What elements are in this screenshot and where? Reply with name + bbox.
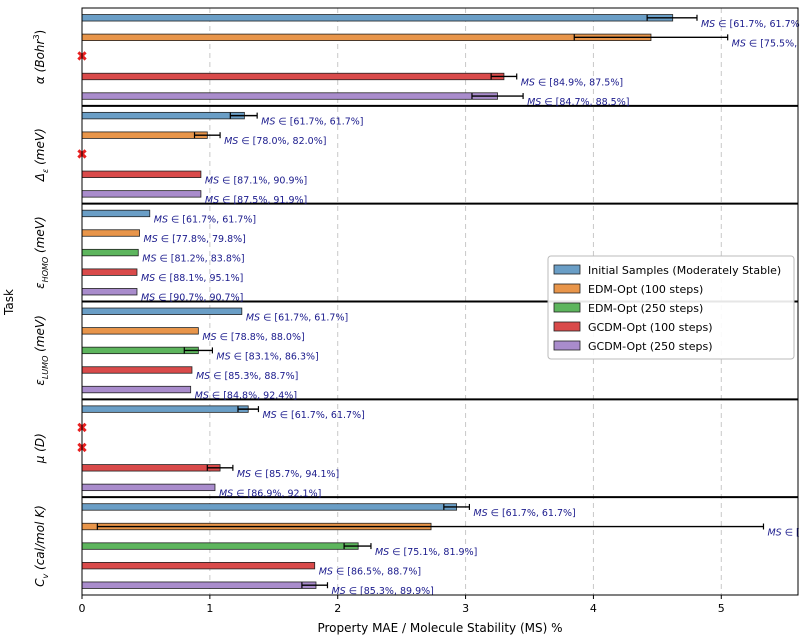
x-tick-label: 2 bbox=[334, 602, 341, 615]
ms-annotation: MS ∈ [78.8%, 88.0%] bbox=[202, 332, 304, 343]
x-axis-ticks: 0 1 2 3 4 5 bbox=[79, 595, 725, 615]
x-tick-label: 3 bbox=[462, 602, 469, 615]
ms-annotation: MS ∈ [75.5%, 79.7%] bbox=[732, 38, 800, 49]
bar bbox=[81, 14, 674, 22]
bar bbox=[81, 248, 139, 257]
ms-annotation: MS ∈ [61.7%, 61.7%] bbox=[701, 19, 800, 30]
x-tick-label: 0 bbox=[79, 602, 86, 615]
ms-annotation: MS ∈ [86.5%, 88.7%] bbox=[319, 567, 421, 578]
bar bbox=[81, 366, 193, 374]
bar bbox=[81, 33, 652, 41]
y-axis-label: Task bbox=[2, 289, 16, 316]
legend-swatch bbox=[553, 283, 581, 294]
bar bbox=[81, 190, 202, 198]
ms-annotation: MS ∈ [87.5%, 91.9%] bbox=[205, 195, 307, 206]
legend-entry: EDM-Opt (100 steps) bbox=[588, 283, 703, 296]
task-labels: α (Bohr3) Δε (meV) εHOMO (meV) εLUMO (meV) μ… bbox=[32, 30, 50, 587]
legend: Initial Samples (Moderately Stable) EDM-O… bbox=[547, 255, 795, 360]
ms-annotation: MS ∈ [61.7%, 61.7%] bbox=[246, 312, 348, 323]
ms-annotation: MS ∈ [84.7%, 88.5%] bbox=[527, 97, 629, 108]
x-tick-label: 4 bbox=[590, 602, 597, 615]
plot-frame bbox=[81, 7, 799, 596]
legend-swatch bbox=[553, 264, 581, 275]
bar bbox=[81, 111, 245, 120]
ms-annotation: MS ∈ [90.7%, 90.7%] bbox=[141, 293, 243, 304]
bar bbox=[81, 170, 202, 178]
ms-annotation: MS ∈ [84.9%, 87.5%] bbox=[521, 77, 623, 88]
legend-entry: GCDM-Opt (250 steps) bbox=[588, 340, 713, 353]
bar bbox=[81, 327, 199, 335]
task-label: Δε (meV) bbox=[33, 128, 50, 182]
ms-annotation: MS ∈ [87.1%, 90.9%] bbox=[205, 175, 307, 186]
ms-annotation: MS ∈ [85.3%, 88.7%] bbox=[196, 371, 298, 382]
ms-annotation: MS ∈ [86.9%, 92.1%] bbox=[219, 488, 321, 499]
ms-annotation: MS ∈ [61.7%, 61.7%] bbox=[473, 508, 575, 519]
legend-entry: Initial Samples (Moderately Stable) bbox=[588, 264, 781, 277]
bar bbox=[81, 229, 140, 237]
bar bbox=[81, 268, 138, 276]
bar bbox=[81, 542, 359, 550]
task-label: εHOMO (meV) bbox=[33, 216, 50, 288]
ms-annotation: MS ∈ [−58.7%, 160.7%] bbox=[767, 528, 800, 539]
bar bbox=[81, 209, 151, 218]
ms-annotation: MS ∈ [84.8%, 92.4%] bbox=[195, 391, 297, 402]
ms-annotation: MS ∈ [61.7%, 61.7%] bbox=[261, 117, 363, 128]
bar bbox=[81, 483, 216, 492]
task-label: α (Bohr3) bbox=[32, 30, 47, 84]
ms-annotation: MS ∈ [83.1%, 86.3%] bbox=[216, 351, 318, 362]
x-tick-label: 1 bbox=[206, 602, 213, 615]
legend-box bbox=[547, 255, 795, 360]
bar bbox=[81, 307, 243, 315]
bar bbox=[81, 346, 199, 355]
bar bbox=[81, 581, 317, 589]
ms-annotation: MS ∈ [81.2%, 83.8%] bbox=[142, 254, 244, 265]
bar bbox=[81, 131, 208, 139]
ms-annotation: MS ∈ [75.1%, 81.9%] bbox=[375, 547, 477, 558]
task-label: Cv (cal/mol K) bbox=[33, 505, 50, 587]
bar bbox=[81, 92, 498, 100]
bar bbox=[81, 503, 458, 511]
ms-annotation: MS ∈ [88.1%, 95.1%] bbox=[141, 273, 243, 284]
ms-annotation: MS ∈ [61.7%, 61.7%] bbox=[262, 410, 364, 421]
legend-entry: EDM-Opt (250 steps) bbox=[588, 302, 703, 315]
ms-annotation: MS ∈ [61.7%, 61.7%] bbox=[154, 214, 256, 225]
task-label: εLUMO (meV) bbox=[33, 315, 50, 385]
x-tick-label: 5 bbox=[718, 602, 725, 615]
bar bbox=[81, 464, 221, 472]
bar bbox=[81, 72, 505, 81]
legend-swatch bbox=[553, 302, 581, 313]
bar bbox=[81, 288, 138, 296]
ms-annotation: MS ∈ [77.8%, 79.8%] bbox=[144, 234, 246, 245]
ms-annotation: MS ∈ [85.7%, 94.1%] bbox=[237, 469, 339, 480]
x-axis-label: Property MAE / Molecule Stability (MS) % bbox=[317, 621, 562, 635]
bar bbox=[81, 385, 192, 394]
legend-swatch bbox=[553, 321, 581, 332]
ms-annotation: MS ∈ [78.0%, 82.0%] bbox=[224, 136, 326, 147]
bar bbox=[81, 405, 249, 413]
legend-entry: GCDM-Opt (100 steps) bbox=[588, 321, 713, 334]
bar bbox=[81, 562, 316, 570]
ms-annotation: MS ∈ [85.3%, 89.9%] bbox=[331, 586, 433, 597]
legend-swatch bbox=[553, 340, 581, 351]
task-label: μ (D) bbox=[33, 433, 47, 464]
